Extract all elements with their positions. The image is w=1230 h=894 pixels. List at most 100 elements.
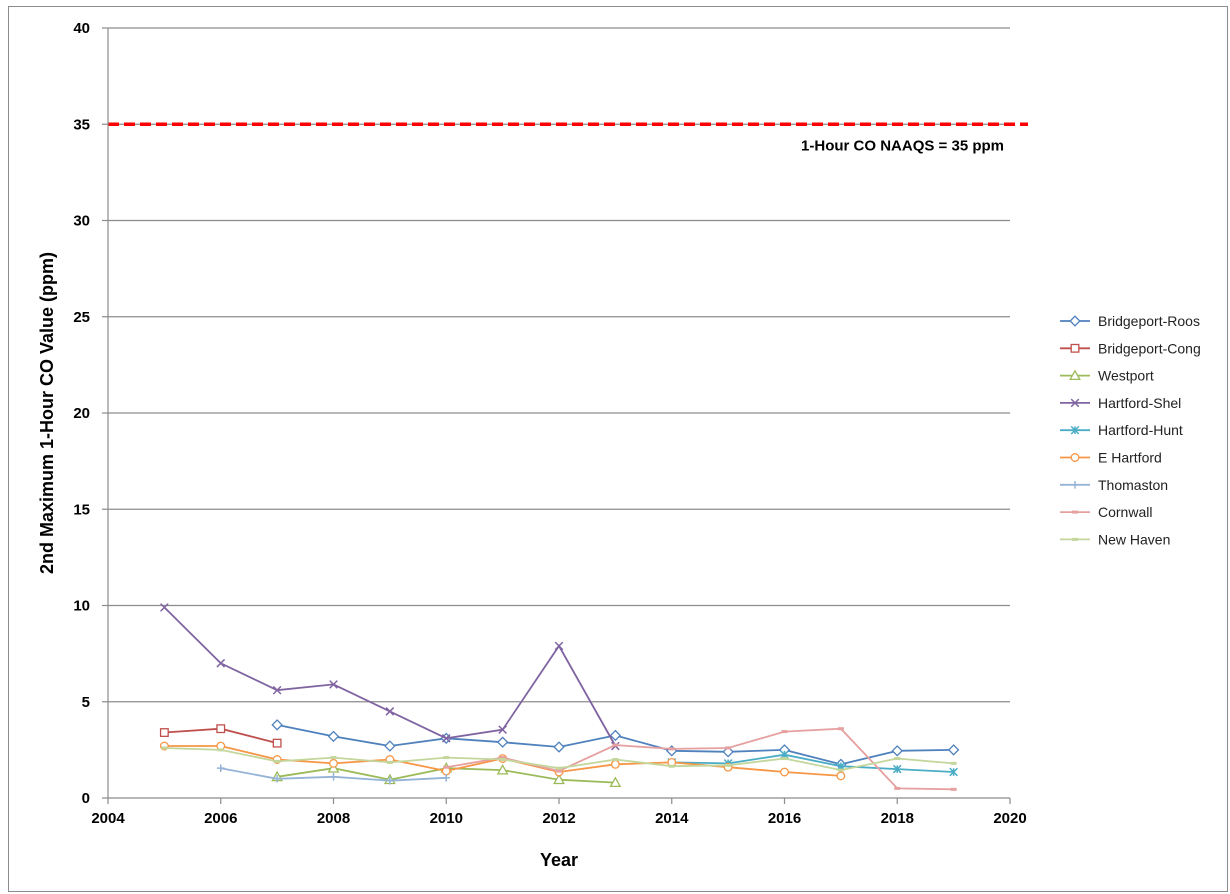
point-bridgeport-roos-2013 [609, 729, 622, 742]
point-new-haven-2005 [161, 746, 168, 750]
y-tick-label-0: 0 [82, 790, 90, 807]
series-thomaston [216, 764, 451, 785]
point-new-haven-2019 [950, 761, 957, 765]
point-bridgeport-cong-2006 [216, 724, 226, 734]
point-new-haven-2010 [443, 756, 450, 760]
series-bridgeport-cong [159, 724, 282, 748]
legend-item-hartford-shel: Hartford-Shel [1060, 395, 1181, 411]
point-bridgeport-roos-2011 [496, 736, 509, 748]
series-new-haven [161, 746, 957, 772]
point-cornwall-2014 [668, 747, 675, 751]
legend-item-westport: Westport [1060, 368, 1154, 384]
x-tick-label-2010: 2010 [430, 810, 463, 827]
point-bridgeport-roos-2018 [891, 745, 903, 757]
y-tick-label-5: 5 [82, 694, 90, 711]
legend-marker-bridgeport-roos [1069, 315, 1081, 327]
point-e-hartford-2013 [610, 759, 620, 769]
point-cornwall-2015 [725, 746, 732, 750]
point-bridgeport-cong-2007 [272, 738, 282, 748]
point-bridgeport-roos-2007 [271, 719, 283, 731]
point-cornwall-2013 [612, 743, 619, 747]
point-bridgeport-roos-2012 [553, 741, 565, 753]
point-westport-2013 [609, 776, 622, 788]
grid-lines [108, 27, 1010, 703]
x-tick-label-2008: 2008 [317, 810, 350, 827]
point-new-haven-2007 [274, 759, 281, 763]
point-new-haven-2006 [217, 748, 224, 752]
point-hartford-shel-2012 [554, 641, 564, 651]
reference-line-group: 1-Hour CO NAAQS = 35 ppm [108, 122, 1028, 154]
y-tick-label-25: 25 [73, 309, 90, 326]
point-e-hartford-2016 [780, 767, 789, 777]
point-e-hartford-2008 [329, 758, 338, 768]
x-axis-title: Year [540, 850, 578, 870]
point-thomaston-2007 [273, 774, 281, 783]
legend-item-bridgeport-cong: Bridgeport-Cong [1060, 340, 1201, 356]
point-westport-2011 [496, 763, 509, 775]
naaqs-reference-label: 1-Hour CO NAAQS = 35 ppm [801, 137, 1004, 154]
point-thomaston-2008 [329, 773, 338, 781]
point-bridgeport-cong-2005 [159, 728, 169, 737]
legend-label-hartford-hunt: Hartford-Hunt [1098, 422, 1183, 438]
y-tick-labels: 0 5 10 15 20 25 30 35 40 [73, 20, 90, 807]
point-hartford-shel-2006 [216, 658, 226, 668]
legend-marker-new-haven [1072, 537, 1078, 541]
point-new-haven-2013 [612, 758, 619, 761]
y-tick-label-30: 30 [73, 213, 90, 230]
point-new-haven-2009 [386, 760, 393, 764]
legend-marker-cornwall [1072, 510, 1078, 514]
point-new-haven-2012 [556, 766, 562, 770]
point-hartford-shel-2010 [441, 733, 451, 743]
point-new-haven-2015 [725, 763, 732, 767]
x-tick-label-2018: 2018 [881, 810, 914, 827]
legend-label-bridgeport-roos: Bridgeport-Roos [1098, 313, 1200, 329]
point-hartford-shel-2005 [160, 603, 169, 612]
legend-marker-thomaston [1071, 481, 1079, 489]
series-cornwall [443, 727, 957, 791]
point-hartford-shel-2009 [385, 707, 395, 716]
x-tick-label-2014: 2014 [655, 810, 689, 827]
legend-marker-westport [1069, 369, 1081, 381]
x-tick-labels: 2004 2006 2008 2010 2012 2014 2016 2018 2020 [91, 810, 1026, 827]
series-hartford-shel [160, 603, 620, 751]
axes [102, 27, 1011, 804]
legend-item-new-haven: New Haven [1060, 531, 1170, 547]
x-tick-label-2006: 2006 [204, 810, 237, 827]
legend-item-cornwall: Cornwall [1060, 504, 1152, 520]
point-hartford-shel-2011 [498, 725, 507, 734]
series-line-hartford-shel [163, 606, 617, 747]
y-tick-label-40: 40 [73, 20, 90, 37]
y-tick-label-20: 20 [73, 405, 90, 422]
point-new-haven-2016 [781, 757, 788, 761]
point-cornwall-2011 [499, 756, 506, 760]
y-axis-title: 2nd Maximum 1-Hour CO Value (ppm) [37, 252, 57, 574]
point-cornwall-2017 [837, 727, 844, 731]
point-new-haven-2014 [668, 764, 675, 768]
point-thomaston-2010 [442, 773, 451, 782]
legend-label-westport: Westport [1098, 368, 1154, 384]
point-e-hartford-2017 [836, 771, 846, 781]
legend-marker-e-hartford [1070, 453, 1080, 462]
legend-label-hartford-shel: Hartford-Shel [1098, 395, 1181, 411]
x-tick-label-2016: 2016 [768, 810, 801, 827]
legend-label-new-haven: New Haven [1098, 531, 1170, 547]
point-new-haven-2017 [837, 768, 844, 772]
point-hartford-shel-2008 [329, 680, 338, 689]
x-tick-label-2004: 2004 [91, 810, 125, 827]
legend-item-thomaston: Thomaston [1060, 477, 1168, 493]
point-thomaston-2009 [386, 776, 394, 785]
legend-label-bridgeport-cong: Bridgeport-Cong [1098, 340, 1201, 356]
series-group [159, 603, 960, 791]
series-line-cornwall [446, 727, 954, 791]
point-hartford-hunt-2018 [892, 764, 902, 774]
point-thomaston-2006 [216, 764, 225, 772]
y-tick-label-15: 15 [73, 501, 90, 518]
legend-label-cornwall: Cornwall [1098, 504, 1152, 520]
legend-label-e-hartford: E Hartford [1098, 450, 1162, 466]
legend-item-e-hartford: E Hartford [1060, 450, 1162, 466]
point-hartford-hunt-2019 [949, 767, 958, 777]
point-cornwall-2018 [894, 786, 901, 790]
series-hartford-hunt [667, 750, 958, 777]
point-hartford-shel-2007 [272, 685, 282, 695]
